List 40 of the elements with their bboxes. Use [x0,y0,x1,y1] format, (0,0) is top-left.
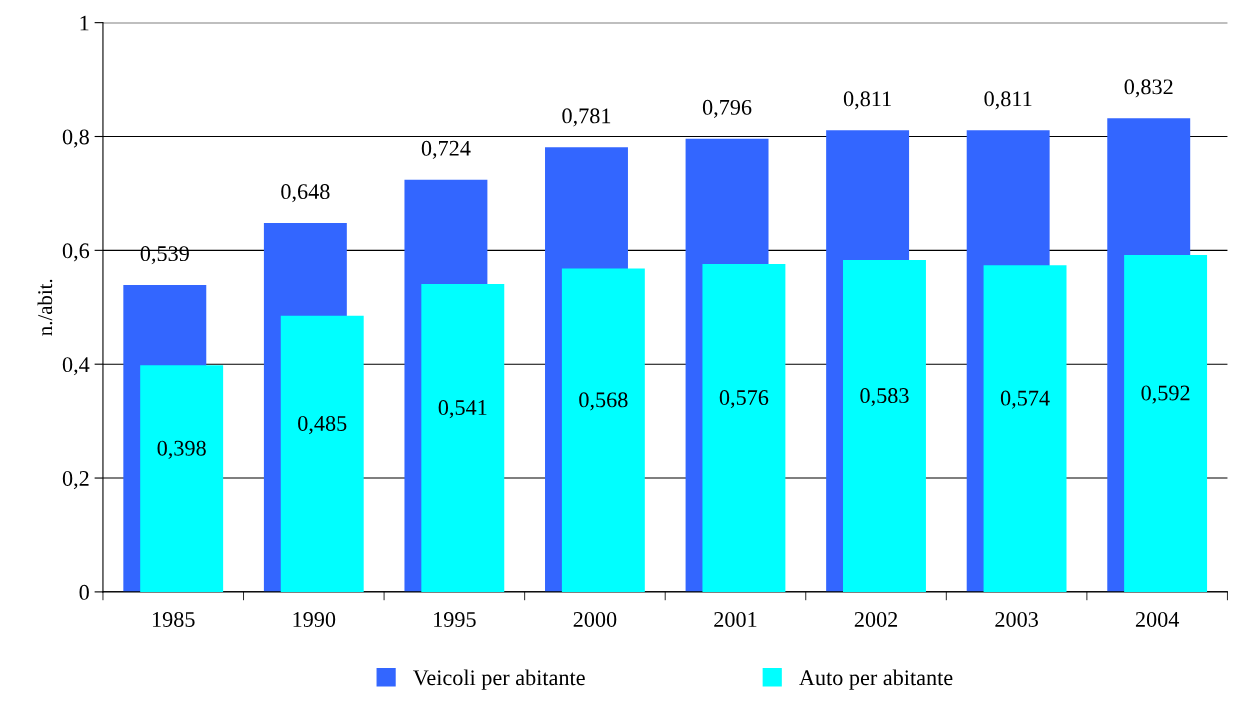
bar [561,268,645,592]
data-label: 0,398 [157,440,206,459]
y-tick-label: 0 [79,584,89,600]
bar [983,265,1067,592]
bar [280,315,364,592]
data-label: 0,648 [281,184,330,203]
x-tick-label: 1985 [152,611,195,627]
y-tick-label: 0,2 [62,470,89,490]
data-label: 0,796 [702,99,752,119]
x-tick-label: 2001 [714,611,757,627]
data-label: 0,592 [1141,385,1190,404]
y-axis-title: n./abit. [37,279,53,336]
data-label: 0,568 [579,392,628,411]
data-label: 0,811 [843,91,891,110]
x-tick-label: 2002 [854,611,898,627]
data-label: 0,781 [562,108,611,127]
y-tick-label: 0,6 [62,243,90,262]
x-tick-label: 1990 [293,611,336,627]
bar [140,365,224,592]
data-label: 0,724 [421,140,471,159]
data-label: 0,485 [298,415,347,435]
data-label: 0,541 [438,400,487,419]
legend-label: Veicoli per abitante [413,669,585,690]
data-label: 0,811 [984,91,1032,110]
x-tick-label: 2000 [573,611,617,627]
x-tick-label: 2003 [995,611,1038,627]
data-label: 0,576 [719,390,769,409]
x-tick-label: 2004 [1135,611,1180,627]
bar [1124,254,1208,592]
legend-label: Auto per abitante [799,669,953,690]
y-tick-label: 0,4 [62,357,90,376]
bar [421,283,505,592]
bar [702,264,786,592]
data-label: 0,574 [1000,390,1050,409]
y-tick-label: 1 [80,15,89,31]
x-tick-label: 1995 [434,612,476,627]
y-tick-label: 0,8 [62,129,89,148]
bar [843,260,926,592]
data-label: 0,583 [860,388,909,407]
data-label: 0,832 [1124,79,1173,98]
